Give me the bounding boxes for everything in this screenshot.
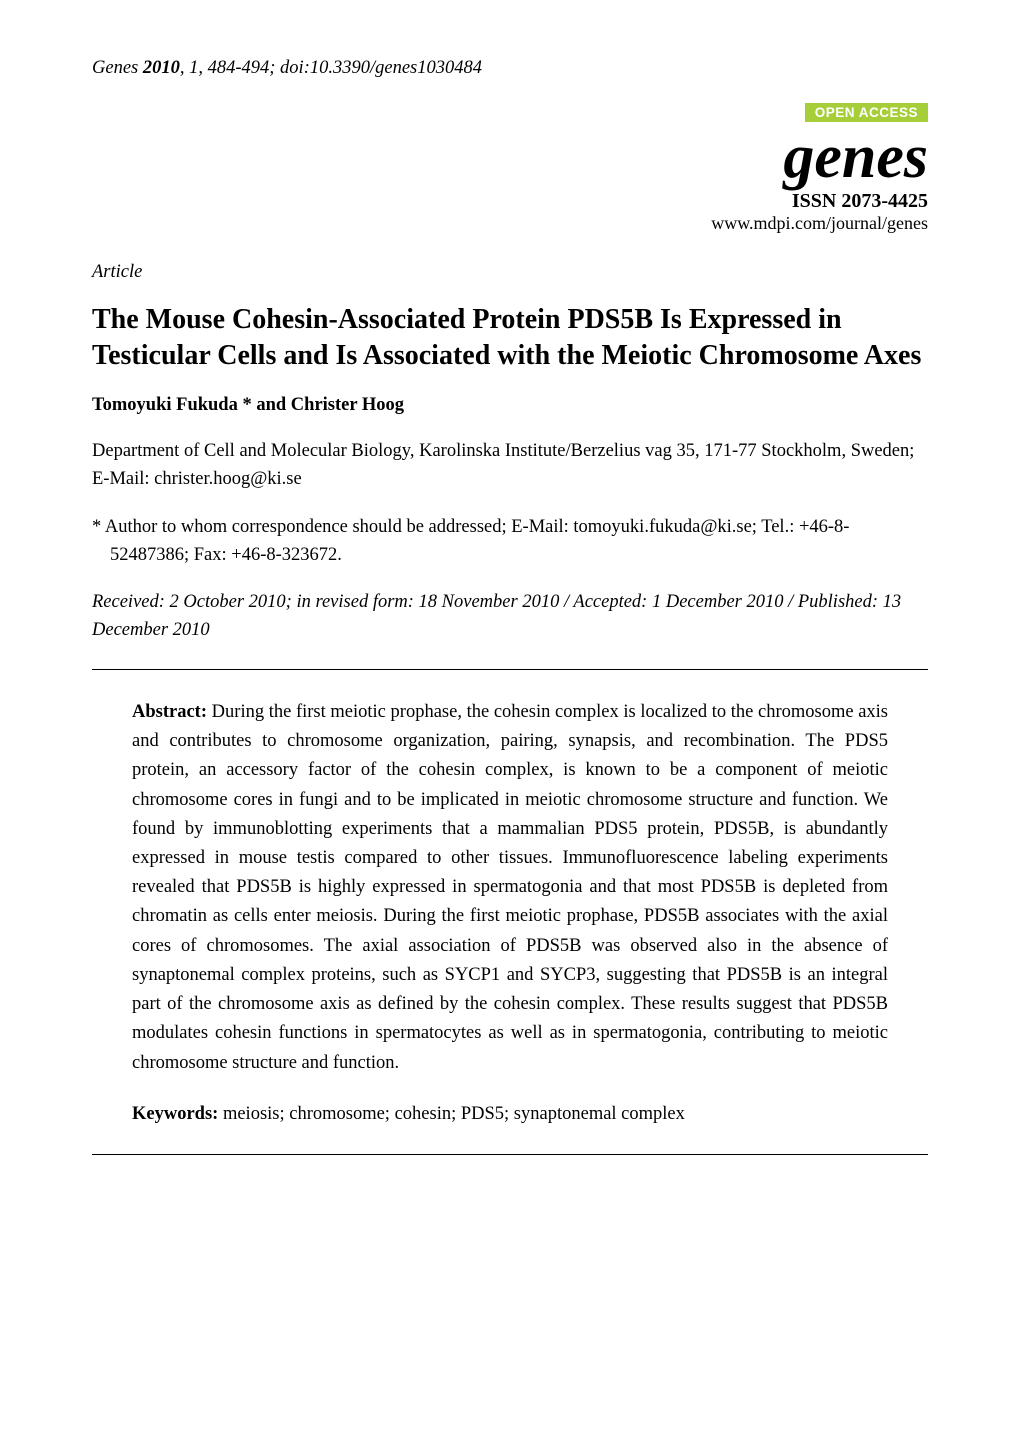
authors: Tomoyuki Fukuda * and Christer Hoog <box>92 395 928 416</box>
journal-issn: ISSN 2073-4425 <box>92 190 928 213</box>
affiliation: Department of Cell and Molecular Biology… <box>92 438 928 494</box>
running-header: Genes 2010, 1, 484-494; doi:10.3390/gene… <box>92 58 928 79</box>
abstract-block: Abstract: During the first meiotic proph… <box>132 698 888 1078</box>
keywords-label: Keywords: <box>132 1104 218 1124</box>
masthead: genes ISSN 2073-4425 www.mdpi.com/journa… <box>92 126 928 234</box>
page-root: Genes 2010, 1, 484-494; doi:10.3390/gene… <box>0 0 1020 1441</box>
keywords-value: meiosis; chromosome; cohesin; PDS5; syna… <box>223 1104 685 1124</box>
corresponding-author: * Author to whom correspondence should b… <box>92 514 928 570</box>
rh-year: 2010 <box>143 58 180 78</box>
rh-vol: 1 <box>189 58 198 78</box>
open-access-badge: OPEN ACCESS <box>805 103 928 122</box>
abstract-label: Abstract: <box>132 702 207 722</box>
rule-bottom <box>92 1154 928 1155</box>
journal-logo: genes <box>92 126 928 188</box>
rule-top <box>92 669 928 670</box>
article-type: Article <box>92 262 928 283</box>
publication-dates: Received: 2 October 2010; in revised for… <box>92 589 928 645</box>
rh-journal: Genes <box>92 58 138 78</box>
keywords-block: Keywords: meiosis; chromosome; cohesin; … <box>132 1100 888 1129</box>
open-access-row: OPEN ACCESS <box>92 103 928 122</box>
abstract-text: During the first meiotic prophase, the c… <box>132 702 888 1073</box>
rh-pages: 484-494; doi:10.3390/genes1030484 <box>208 58 482 78</box>
journal-url: www.mdpi.com/journal/genes <box>92 213 928 234</box>
paper-title: The Mouse Cohesin-Associated Protein PDS… <box>92 302 928 374</box>
